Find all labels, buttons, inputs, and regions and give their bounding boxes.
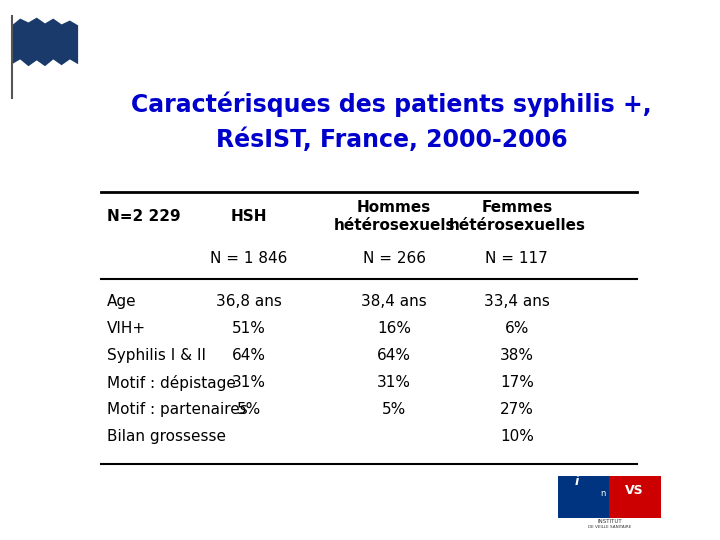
Text: VS: VS [625,484,643,497]
Text: N = 266: N = 266 [363,251,426,266]
Text: HSH: HSH [231,209,267,224]
Text: DE VEILLE SANITAIRE: DE VEILLE SANITAIRE [588,524,631,529]
FancyBboxPatch shape [609,476,661,517]
Text: i: i [575,475,579,489]
FancyBboxPatch shape [558,476,609,517]
Text: 31%: 31% [232,375,266,390]
Text: INSTITUT: INSTITUT [597,519,622,524]
Text: 10%: 10% [500,429,534,444]
Text: Hommes
hétérosexuels: Hommes hétérosexuels [333,200,455,233]
Text: Motif : dépistage: Motif : dépistage [107,375,235,391]
Text: Bilan grossesse: Bilan grossesse [107,429,226,444]
Text: RésIST, France, 2000-2006: RésIST, France, 2000-2006 [215,127,567,152]
Text: 6%: 6% [505,321,529,336]
Text: 51%: 51% [232,321,266,336]
Text: 5%: 5% [237,402,261,417]
Text: 64%: 64% [232,348,266,363]
Text: n: n [600,489,606,498]
Polygon shape [12,18,78,66]
Text: Age: Age [107,294,136,309]
Text: Motif : partenaires: Motif : partenaires [107,402,248,417]
Text: 64%: 64% [377,348,411,363]
Text: Syphilis I & II: Syphilis I & II [107,348,206,363]
Text: 33,4 ans: 33,4 ans [484,294,550,309]
Text: N = 117: N = 117 [485,251,548,266]
Text: 36,8 ans: 36,8 ans [216,294,282,309]
Text: 5%: 5% [382,402,406,417]
Text: Caractérisques des patients syphilis +,: Caractérisques des patients syphilis +, [131,92,652,117]
Text: 16%: 16% [377,321,411,336]
Text: 27%: 27% [500,402,534,417]
Text: Femmes
hétérosexuelles: Femmes hétérosexuelles [449,200,585,233]
Text: 17%: 17% [500,375,534,390]
Text: N = 1 846: N = 1 846 [210,251,288,266]
Text: 31%: 31% [377,375,411,390]
Text: 38%: 38% [500,348,534,363]
Text: N=2 229: N=2 229 [107,209,181,224]
Text: VIH+: VIH+ [107,321,146,336]
Text: 38,4 ans: 38,4 ans [361,294,427,309]
